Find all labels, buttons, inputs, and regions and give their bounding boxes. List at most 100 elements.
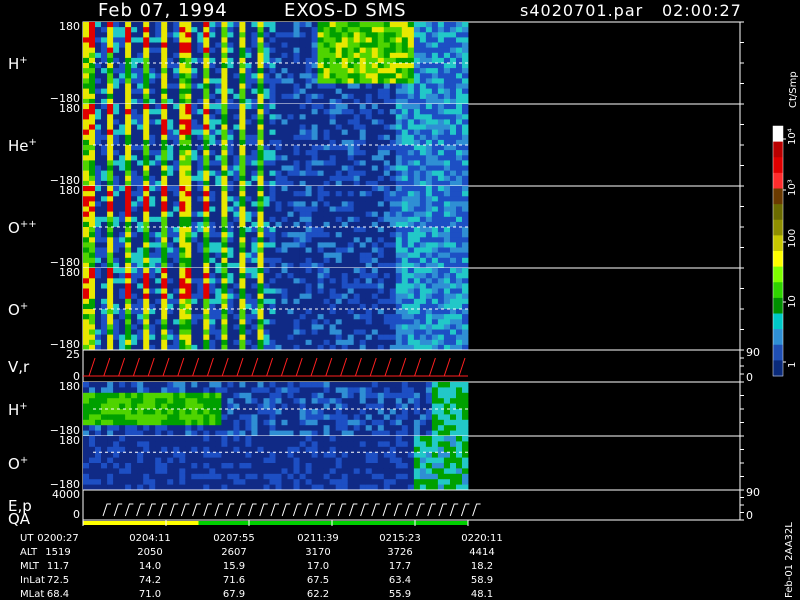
heatmap-cell [443,278,451,284]
heatmap-cell [293,227,300,233]
heatmap-cell [407,160,415,166]
heatmap-cell [119,73,126,79]
heatmap-cell [173,436,180,442]
heatmap-cell [299,232,306,238]
heatmap-cell [389,329,397,335]
heatmap-cell [323,344,330,351]
heatmap-cell [197,201,204,207]
heatmap-cell [179,268,186,274]
heatmap-cell [311,47,318,54]
heatmap-cell [113,201,120,207]
heatmap-cell [89,22,96,28]
heatmap-cell [107,452,114,458]
heatmap-cell [161,339,168,346]
heatmap-cell [191,237,198,243]
heatmap-cell [203,211,210,218]
heatmap-cell [155,160,162,166]
heatmap-cell [131,201,138,207]
heatmap-cell [137,191,144,197]
heatmap-cell [323,334,330,341]
heatmap-cell [215,145,222,151]
heatmap-cell [293,430,300,437]
heatmap-cell [329,129,336,136]
heatmap-cell [251,88,258,95]
heatmap-cell [401,232,409,238]
heatmap-cell [257,334,264,341]
heatmap-cell [383,78,391,84]
heatmap-cell [359,344,367,351]
heatmap-cell [371,344,379,351]
heatmap-cell [269,93,276,100]
heatmap-cell [155,446,162,453]
heatmap-cell [233,409,240,415]
heatmap-cell [95,382,102,388]
heatmap-cell [95,257,102,264]
heatmap-cell [239,392,246,399]
heatmap-cell [275,196,282,202]
heatmap-cell [131,303,138,310]
heatmap-cell [419,47,427,54]
heatmap-cell [383,104,391,110]
heatmap-cell [401,425,409,431]
heatmap-cell [161,334,168,341]
heatmap-cell [167,425,174,431]
heatmap-cell [173,419,180,426]
heatmap-cell [359,262,367,269]
heatmap-cell [125,124,132,130]
heatmap-cell [450,329,457,335]
heatmap-cell [335,175,343,182]
heatmap-cell [383,57,391,64]
heatmap-cell [89,484,96,491]
heatmap-cell [221,268,228,274]
heatmap-cell [305,160,312,166]
heatmap-cell [221,109,228,115]
heatmap-cell [161,303,168,310]
heatmap-cell [419,37,427,43]
heatmap-cell [167,457,174,464]
heatmap-cell [329,387,336,394]
heatmap-cell [287,27,294,33]
heatmap-cell [462,37,469,43]
heatmap-cell [353,191,361,197]
heatmap-cell [257,425,264,431]
heatmap-cell [95,339,102,346]
heatmap-cell [131,227,138,233]
heatmap-cell [161,22,168,28]
heatmap-cell [179,298,186,305]
heatmap-cell [389,134,397,141]
heatmap-cell [353,98,361,105]
heatmap-cell [113,57,120,64]
heatmap-cell [299,145,306,151]
heatmap-cell [83,93,90,100]
heatmap-cell [233,419,240,426]
heatmap-cell [305,170,312,177]
heatmap-cell [462,344,469,351]
heatmap-cell [191,334,198,341]
heatmap-cell [359,191,367,197]
heatmap-cell [95,88,102,95]
heatmap-cell [462,47,469,54]
heatmap-cell [407,382,415,388]
heatmap-cell [149,324,156,330]
heatmap-cell [329,145,336,151]
heatmap-cell [275,392,282,399]
heatmap-cell [167,262,174,269]
heatmap-cell [311,88,318,95]
heatmap-cell [203,32,210,38]
heatmap-cell [299,293,306,300]
heatmap-cell [431,124,439,130]
heatmap-cell [89,403,96,410]
heatmap-cell [107,129,114,136]
heatmap-cell [203,175,210,182]
heatmap-cell [197,32,204,38]
heatmap-cell [275,303,282,310]
heatmap-cell [125,425,132,431]
heatmap-cell [456,216,463,223]
heatmap-cell [335,119,343,125]
heatmap-cell [191,414,198,421]
heatmap-cell [305,382,312,388]
heatmap-cell [413,134,421,141]
heatmap-cell [167,52,174,59]
heatmap-cell [281,63,288,69]
